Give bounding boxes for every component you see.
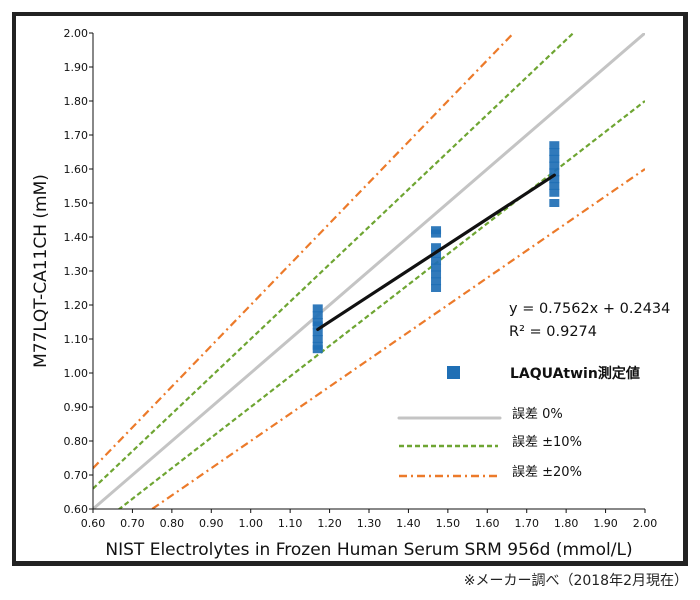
footnote: ※メーカー調べ（2018年2月現在）	[463, 573, 688, 589]
legend-label-20pct: 誤差 ±20%	[512, 464, 582, 480]
y-tick-label: 1.90	[64, 61, 89, 74]
x-tick-label: 1.00	[238, 517, 263, 530]
x-tick-label: 0.60	[81, 517, 106, 530]
y-tick-label: 1.50	[64, 197, 89, 210]
data-point	[549, 182, 560, 190]
x-axis-title: NIST Electrolytes in Frozen Human Serum …	[105, 540, 632, 560]
data-point	[431, 270, 442, 279]
x-tick-label: 1.90	[593, 517, 618, 530]
data-point	[549, 161, 560, 170]
legend-label-0pct: 誤差 0%	[512, 406, 563, 422]
regression-equation: y = 0.7562x + 0.2434	[509, 301, 670, 317]
y-tick-label: 1.10	[64, 333, 89, 346]
trendline	[316, 173, 556, 332]
data-point	[431, 243, 442, 252]
y-axis-title: M77LQT-CA11CH (mM)	[31, 174, 51, 368]
legend-label-10pct: 誤差 ±10%	[512, 434, 582, 450]
reference-line-minus10pct	[117, 100, 645, 509]
x-tick-label: 1.40	[396, 517, 421, 530]
data-point	[549, 188, 560, 197]
data-point	[312, 328, 323, 337]
r-squared: R² = 0.9274	[509, 324, 597, 340]
data-point	[312, 321, 323, 330]
y-tick-label: 2.00	[64, 27, 89, 40]
data-point	[549, 148, 560, 156]
y-tick-label: 1.30	[64, 265, 89, 278]
y-tick-label: 1.20	[64, 299, 89, 312]
y-tick-label: 1.00	[64, 367, 89, 380]
y-tick-label: 1.60	[64, 163, 89, 176]
reference-lines	[93, 33, 645, 509]
reference-line-plus20pct	[93, 33, 516, 469]
reference-line-plus10pct	[93, 33, 575, 490]
data-point	[549, 154, 560, 163]
data-point	[549, 199, 560, 207]
x-tick-label: 0.90	[199, 517, 224, 530]
x-tick-label: 1.10	[278, 517, 303, 530]
y-tick-label: 0.80	[64, 435, 89, 448]
y-tick-label: 1.40	[64, 231, 89, 244]
reference-line-minus20pct	[150, 168, 645, 509]
data-point	[549, 168, 560, 177]
data-point	[431, 229, 442, 238]
data-point	[431, 284, 442, 292]
x-tick-label: 1.70	[514, 517, 539, 530]
data-point	[549, 175, 560, 184]
y-tick-label: 0.90	[64, 401, 89, 414]
data-points	[312, 141, 560, 354]
x-tick-label: 0.80	[160, 517, 185, 530]
reference-line-0pct	[93, 33, 645, 509]
data-point	[312, 335, 323, 343]
data-point	[431, 256, 442, 265]
x-tick-label: 1.20	[317, 517, 342, 530]
axes: 0.60 0.70 0.80 0.90 1.00 1.10 1.20 1.30 1.40 1.50…	[64, 27, 658, 530]
data-point	[312, 304, 323, 313]
data-point	[312, 345, 323, 354]
x-tick-label: 2.00	[633, 517, 658, 530]
legend-marker-measured	[447, 366, 460, 379]
trendline-group	[316, 173, 556, 332]
data-point	[312, 311, 323, 320]
y-tick-label: 1.70	[64, 129, 89, 142]
data-point	[431, 263, 442, 272]
legend: LAQUAtwin測定値 誤差 0% 誤差 ±10% 誤差 ±20%	[397, 365, 640, 480]
x-tick-label: 1.50	[436, 517, 461, 530]
x-tick-label: 0.70	[120, 517, 145, 530]
data-point	[549, 141, 560, 150]
y-tick-label: 0.60	[64, 503, 89, 516]
x-tick-label: 1.30	[357, 517, 382, 530]
x-tick-label: 1.60	[475, 517, 500, 530]
x-tick-label: 1.80	[554, 517, 579, 530]
legend-label-measured: LAQUAtwin測定値	[510, 365, 640, 382]
y-tick-label: 0.70	[64, 469, 89, 482]
y-tick-label: 1.80	[64, 95, 89, 108]
data-point	[431, 277, 442, 286]
